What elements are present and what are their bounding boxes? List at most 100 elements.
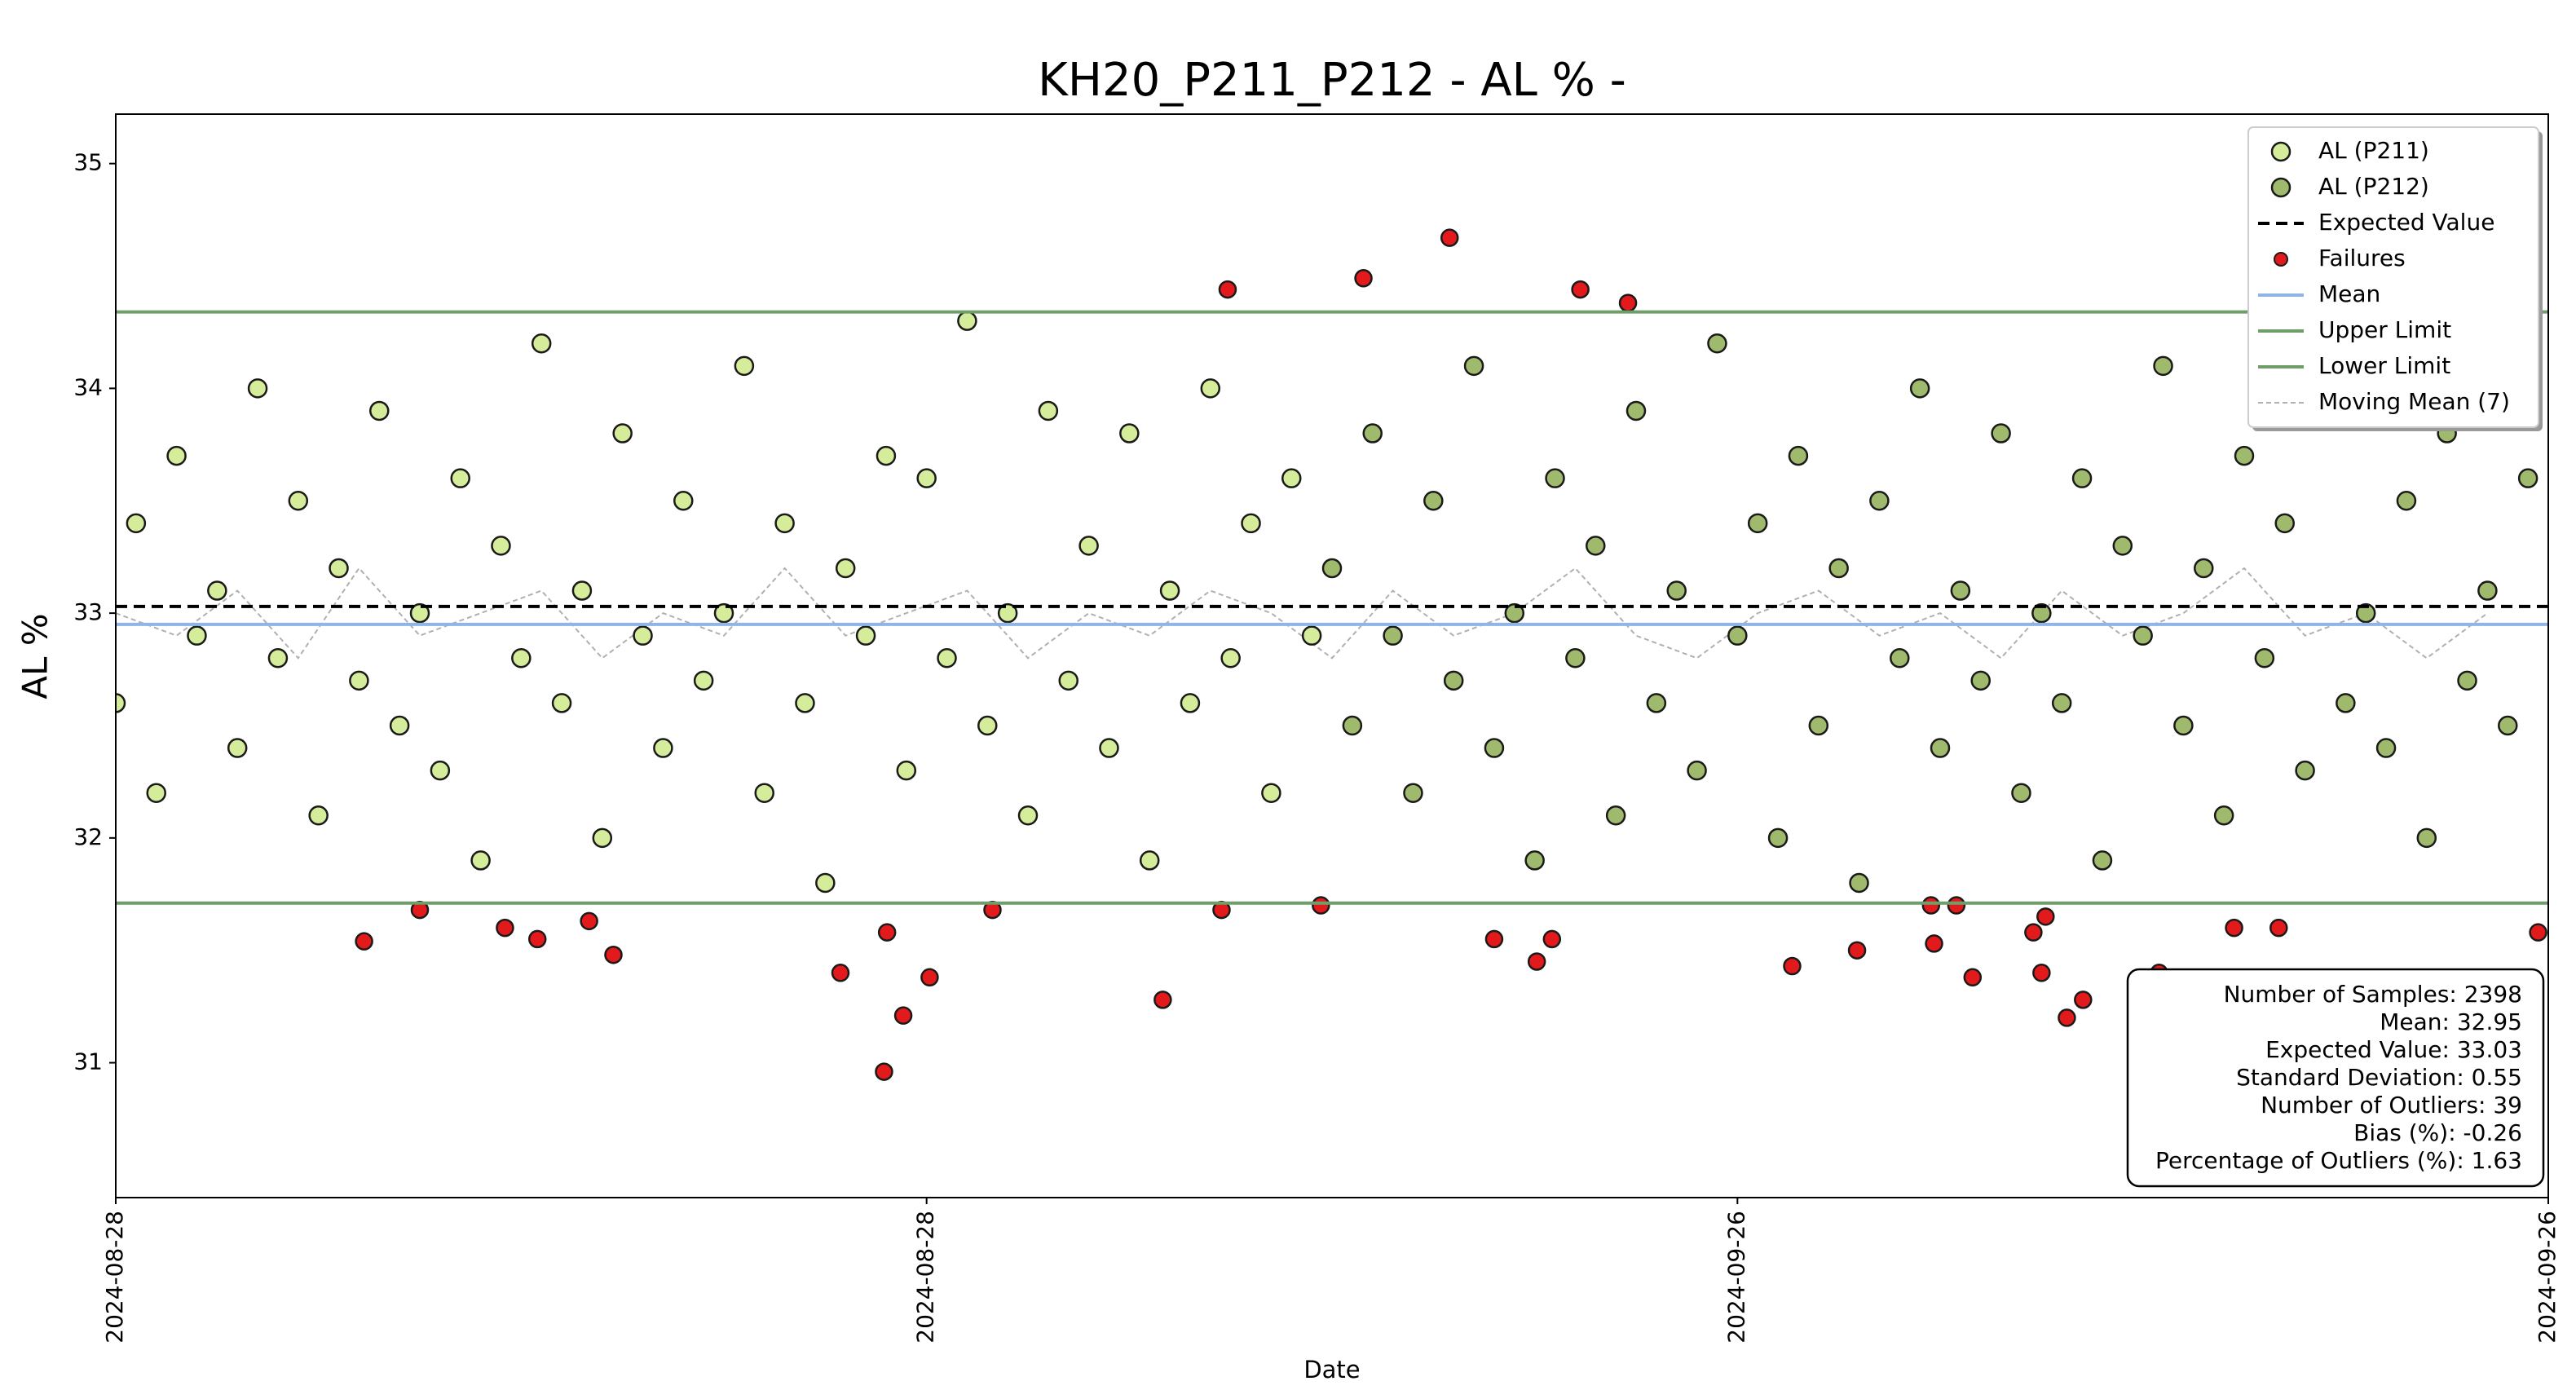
data-point [1869,490,1890,511]
legend-box [2247,126,2539,428]
legend-label: Lower Limit [2318,352,2450,379]
data-point [2274,513,2295,534]
data-point [2254,648,2275,669]
data-point [2153,355,2173,377]
data-point [633,625,653,646]
data-point [116,693,126,713]
data-point [1180,693,1201,713]
chart-title: KH20_P211_P212 - AL % - [1038,54,1626,107]
plot-frame [115,113,2549,1198]
data-point [349,670,369,691]
data-point [1970,670,1991,691]
failure-point [496,918,514,938]
x-tick-label: 2024-09-26 [2534,1211,2561,1344]
data-point [1261,783,1281,803]
data-point [977,715,998,736]
failure-point [1542,929,1562,949]
failure-point [920,968,939,987]
data-point [1281,468,1302,488]
data-point [1524,850,1545,871]
failure-point [527,929,547,949]
failure-point [2269,918,2288,938]
data-point [207,580,227,601]
data-point [2295,760,2315,781]
data-point [1586,536,1606,556]
data-point [2051,693,2072,713]
failure-point [1571,280,1590,299]
data-point [1321,558,1343,579]
failure-point [2529,923,2547,942]
data-point [2194,558,2214,579]
legend-label: Failures [2318,245,2406,271]
x-tick-label: 2024-08-28 [101,1211,128,1344]
data-point [1666,580,1687,601]
data-point [187,625,207,646]
failure-point [1618,293,1638,312]
failure-point [1963,968,1983,987]
failure-point [604,945,623,964]
failure-point [877,923,897,942]
failure-point [831,964,850,982]
failure-point [1218,280,1237,299]
data-point [1605,805,1626,826]
data-point [1362,423,1383,443]
data-point [916,468,937,488]
data-point [247,378,268,399]
legend-marker [2270,141,2291,162]
data-point [1808,715,1829,736]
y-tick-label: 32 [73,823,103,850]
data-point [592,827,613,849]
legend-label: Expected Value [2318,209,2494,236]
y-tick-label: 33 [73,598,103,625]
data-point [389,715,410,736]
data-point [329,558,349,579]
data-point [2092,850,2113,871]
legend-label: AL (P211) [2318,137,2429,164]
stats-line: Bias (%): -0.26 [2353,1119,2522,1146]
x-tick-label: 2024-08-28 [912,1211,939,1344]
failure-point [1484,929,1504,949]
failure-point [1153,991,1172,1009]
data-point [673,490,694,511]
data-point [1909,378,1930,399]
data-point [2336,693,2356,713]
data-point [1747,513,1768,534]
failure-point [580,911,598,931]
y-tick-label: 34 [73,373,103,400]
data-point [1119,423,1140,443]
failure-point [1921,896,1941,915]
failure-point [1847,941,1867,960]
data-point [571,580,593,601]
failure-point [2058,1008,2076,1027]
data-point [2234,445,2255,466]
data-point [2133,625,2153,646]
data-point [531,333,552,354]
data-point [2355,602,2376,624]
data-point [450,468,470,488]
data-point [1565,648,1586,669]
data-point [1646,693,1667,713]
data-point [1545,468,1565,488]
failure-point [1440,228,1459,247]
plot-area [116,228,2548,1081]
data-point [815,872,836,894]
failure-point [355,932,373,951]
failure-point [1527,952,1546,971]
data-point [1139,850,1160,871]
data-point [1220,648,1241,669]
data-point [511,648,532,669]
data-point [1301,625,1322,646]
legend: AL (P211) AL (P212) Expected Value Failures… [2247,126,2543,431]
y-tick-label: 35 [73,149,103,176]
data-point [267,648,289,669]
data-point [2396,490,2417,511]
data-point [1078,536,1099,556]
data-point [1727,625,1748,646]
data-point [551,693,572,713]
failure-point [2074,991,2093,1009]
data-point [997,602,1018,624]
stats-line: Number of Outliers: 39 [2261,1092,2522,1119]
data-point [2112,536,2133,556]
data-point [1504,602,1525,624]
